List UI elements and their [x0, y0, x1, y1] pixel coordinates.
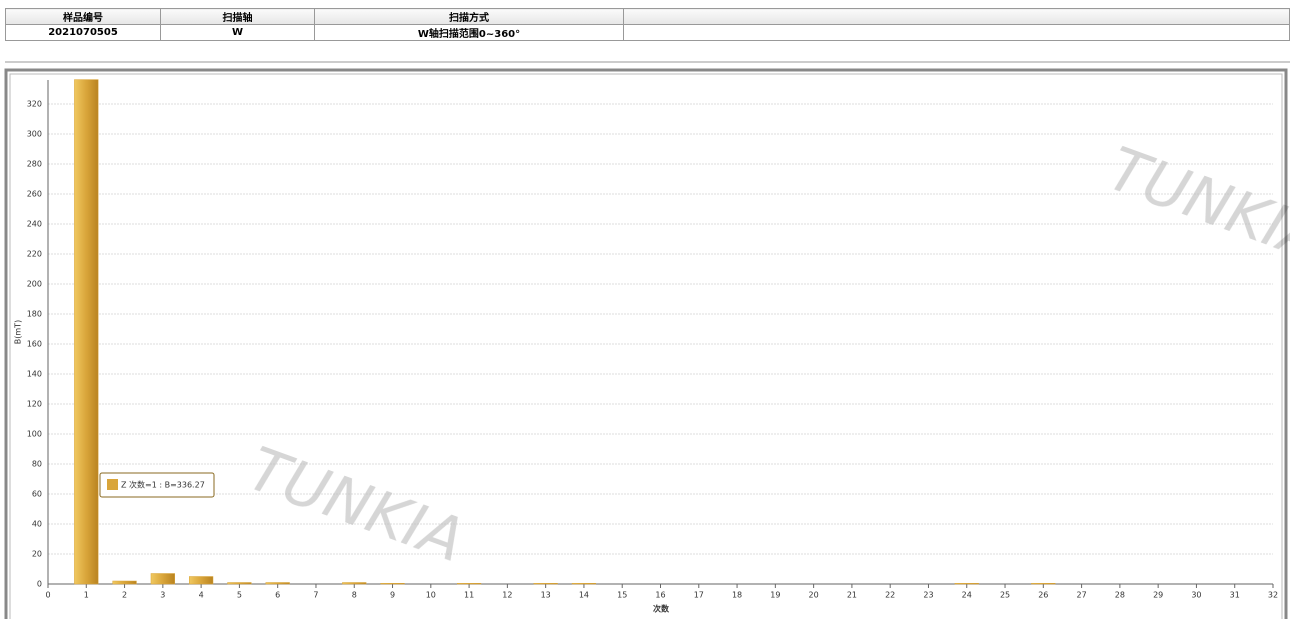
tooltip: Z 次数=1 : B=336.27	[99, 472, 215, 498]
header-cell: 扫描轴	[160, 8, 315, 25]
y-tick-label: 60	[32, 490, 42, 499]
x-tick-label: 1	[84, 591, 89, 600]
header-cell: 样品编号	[5, 8, 161, 25]
bar	[342, 582, 367, 585]
x-tick-label: 20	[809, 591, 819, 600]
x-tick-label: 11	[464, 591, 474, 600]
x-tick-label: 8	[352, 591, 357, 600]
bar	[456, 583, 482, 585]
bar	[74, 79, 99, 585]
y-tick-label: 320	[27, 100, 42, 109]
x-tick-label: 32	[1268, 591, 1278, 600]
y-axis-label: B(mT)	[14, 320, 23, 344]
x-tick-label: 28	[1115, 591, 1125, 600]
x-tick-label: 27	[1077, 591, 1087, 600]
bar	[189, 576, 214, 585]
bar	[265, 582, 290, 585]
x-tick-label: 14	[579, 591, 589, 600]
y-tick-label: 160	[27, 340, 42, 349]
y-tick-label: 180	[27, 310, 42, 319]
tooltip-swatch	[107, 479, 118, 490]
x-tick-label: 18	[732, 591, 742, 600]
x-tick-label: 9	[390, 591, 395, 600]
cell: W	[160, 24, 315, 41]
tooltip-text: Z 次数=1 : B=336.27	[121, 480, 205, 490]
y-tick-label: 120	[27, 400, 42, 409]
y-tick-label: 100	[27, 430, 42, 439]
x-axis-label: 次数	[653, 604, 670, 614]
y-tick-label: 80	[32, 460, 42, 469]
x-tick-label: 24	[962, 591, 972, 600]
x-tick-label: 13	[541, 591, 551, 600]
x-tick-label: 3	[160, 591, 165, 600]
bar	[571, 583, 597, 585]
x-tick-label: 25	[1000, 591, 1010, 600]
bar	[112, 580, 137, 585]
y-tick-label: 300	[27, 130, 42, 139]
x-tick-label: 23	[923, 591, 933, 600]
x-tick-label: 31	[1230, 591, 1240, 600]
x-tick-label: 10	[426, 591, 436, 600]
y-tick-label: 260	[27, 190, 42, 199]
x-tick-label: 2	[122, 591, 127, 600]
cell	[623, 24, 1290, 41]
info-table: 样品编号 扫描轴 扫描方式 2021070505 W W轴扫描范围0~360°	[5, 8, 1290, 41]
x-tick-label: 0	[45, 591, 50, 600]
x-tick-label: 16	[655, 591, 665, 600]
x-tick-label: 19	[770, 591, 780, 600]
x-tick-label: 5	[237, 591, 242, 600]
x-tick-label: 4	[199, 591, 204, 600]
x-tick-label: 12	[502, 591, 512, 600]
tooltip-box	[99, 472, 215, 498]
bar	[380, 583, 405, 585]
y-tick-label: 280	[27, 160, 42, 169]
y-tick-label: 220	[27, 250, 42, 259]
x-tick-label: 30	[1191, 591, 1201, 600]
bar	[1031, 583, 1056, 585]
x-tick-label: 6	[275, 591, 280, 600]
bar	[954, 583, 979, 585]
bar	[533, 583, 558, 585]
y-tick-label: 0	[37, 580, 42, 589]
x-tick-label: 7	[313, 591, 318, 600]
y-tick-label: 200	[27, 280, 42, 289]
chart-frame	[4, 68, 1288, 619]
x-tick-label: 29	[1153, 591, 1163, 600]
y-tick-label: 240	[27, 220, 42, 229]
y-tick-label: 40	[32, 520, 42, 529]
bar	[150, 573, 175, 585]
x-tick-label: 17	[694, 591, 704, 600]
watermark-text: TUNKIA	[1099, 134, 1290, 276]
data-row: 2021070505 W W轴扫描范围0~360°	[5, 24, 1290, 41]
bar	[227, 582, 252, 585]
y-tick-label: 140	[27, 370, 42, 379]
x-tick-label: 22	[885, 591, 895, 600]
watermark-text: TUNKIA	[239, 434, 473, 576]
y-tick-label: 20	[32, 550, 42, 559]
x-tick-label: 26	[1038, 591, 1048, 600]
x-tick-label: 21	[847, 591, 857, 600]
watermark: TUNKIA TUNKIA	[239, 134, 1290, 576]
x-tick-label: 15	[617, 591, 627, 600]
chart-frame-inner	[9, 73, 1283, 619]
